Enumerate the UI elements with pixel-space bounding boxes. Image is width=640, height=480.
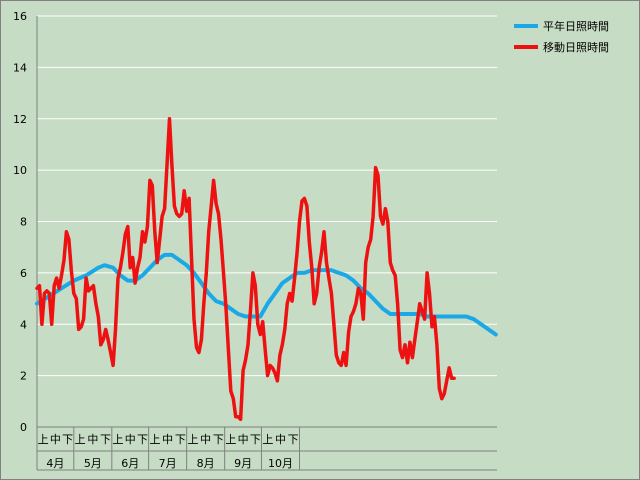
y-tick-label: 10 — [13, 164, 27, 177]
x-tick-period: 下 — [288, 433, 299, 446]
x-tick-period: 下 — [175, 433, 186, 446]
legend-label: 移動日照時間 — [543, 40, 609, 54]
y-tick-label: 4 — [20, 318, 27, 331]
y-axis-ticks: 0 2 4 6 8 10 12 14 16 — [13, 10, 27, 434]
x-tick-month: 4月 — [46, 457, 64, 470]
x-tick-period: 上 — [112, 433, 123, 446]
x-tick-period: 上 — [225, 433, 236, 446]
y-tick-label: 8 — [20, 216, 27, 229]
x-tick-period: 下 — [137, 433, 148, 446]
x-tick-period: 中 — [87, 433, 98, 446]
x-tick-period: 下 — [213, 433, 224, 446]
y-tick-label: 12 — [13, 113, 27, 126]
y-tick-label: 0 — [20, 421, 27, 434]
x-tick-period: 上 — [38, 433, 49, 446]
series-line-moving — [35, 117, 456, 422]
x-tick-period: 上 — [187, 433, 198, 446]
x-tick-month: 9月 — [234, 457, 252, 470]
x-tick-period: 中 — [238, 433, 249, 446]
x-tick-period: 上 — [75, 433, 86, 446]
series-line-normal — [35, 252, 498, 337]
x-axis: 上中下4月上中下5月上中下6月上中下7月上中下8月上中下9月上中下10月 — [36, 16, 497, 471]
x-tick-month: 10月 — [268, 457, 293, 470]
x-tick-period: 中 — [200, 433, 211, 446]
y-tick-label: 6 — [20, 267, 27, 280]
x-tick-period: 中 — [125, 433, 136, 446]
x-tick-period: 中 — [275, 433, 286, 446]
legend-label: 平年日照時間 — [543, 19, 609, 33]
x-tick-period: 下 — [62, 433, 73, 446]
series-layer — [35, 117, 498, 422]
x-tick-month: 5月 — [84, 457, 102, 470]
grid-lines — [37, 15, 497, 377]
x-tick-period: 中 — [50, 433, 61, 446]
x-tick-period: 下 — [250, 433, 261, 446]
x-tick-period: 下 — [100, 433, 111, 446]
y-tick-label: 14 — [13, 61, 27, 74]
x-tick-month: 7月 — [159, 457, 177, 470]
x-tick-month: 8月 — [197, 457, 215, 470]
x-tick-period: 中 — [162, 433, 173, 446]
x-tick-period: 上 — [262, 433, 273, 446]
x-tick-period: 上 — [149, 433, 160, 446]
y-tick-label: 2 — [20, 370, 27, 383]
x-tick-month: 6月 — [121, 457, 139, 470]
y-tick-label: 16 — [13, 10, 27, 23]
